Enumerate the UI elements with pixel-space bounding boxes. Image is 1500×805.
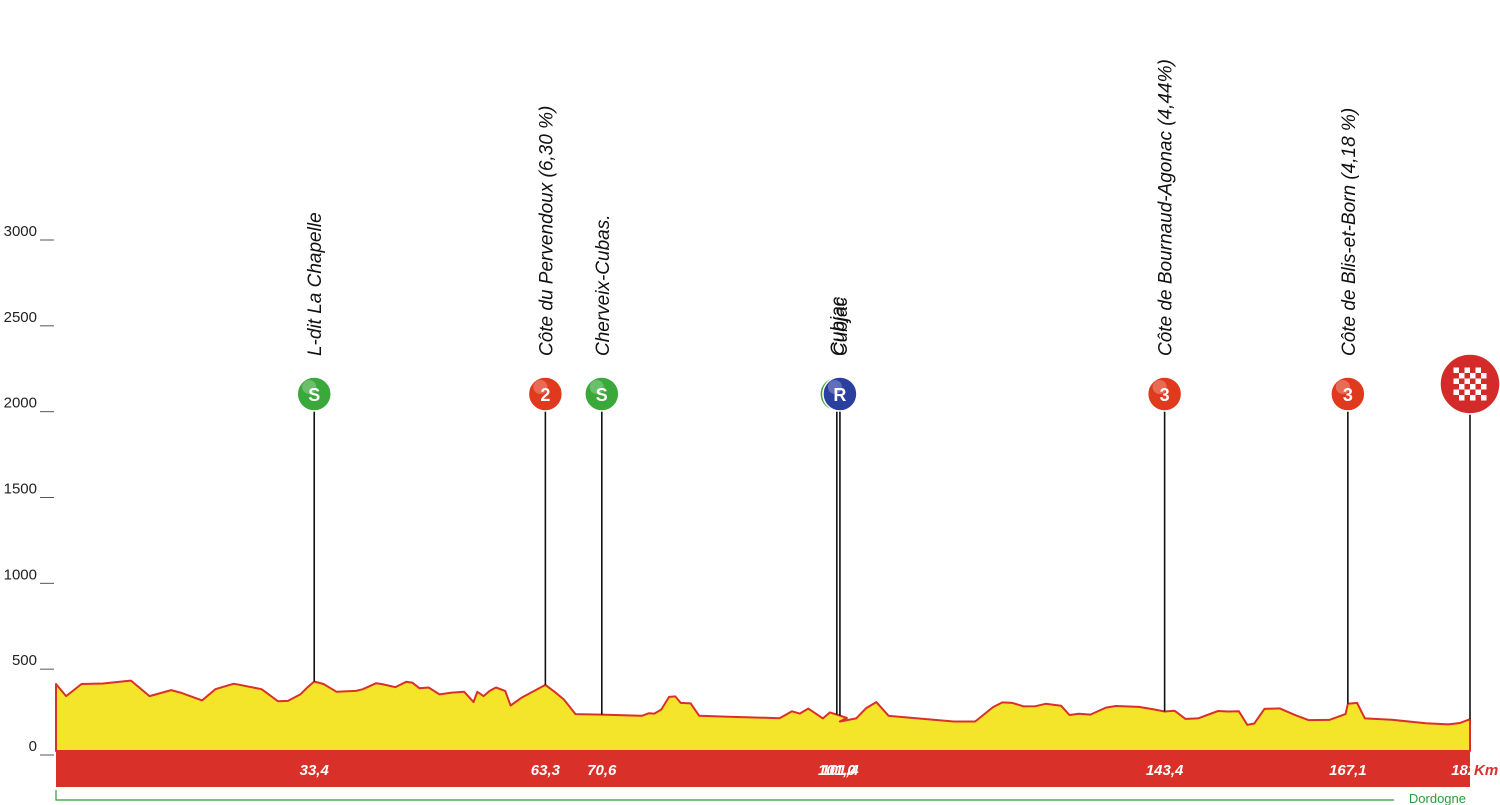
- place-labels: L-dit La Chapelle Côte du Pervendoux (6,3…: [305, 59, 1360, 356]
- marker-badge-label: 2: [540, 385, 550, 405]
- y-tick-label: 2500: [4, 309, 37, 326]
- marker-badge-label: S: [308, 385, 320, 405]
- elevation-area: [55, 679, 1471, 752]
- marker-badge: [1330, 376, 1366, 412]
- badge-highlight: [827, 380, 842, 394]
- marker-badge-label: R: [833, 385, 846, 405]
- marker-badge-label: S: [596, 385, 608, 405]
- checker-square: [1464, 378, 1470, 384]
- km-label: 33,4: [300, 762, 330, 779]
- y-tick-label: 500: [12, 652, 37, 669]
- km-label: 70,6: [587, 762, 617, 779]
- y-axis: 0 500 1000 1500 2000 2500 3000: [4, 223, 54, 756]
- marker-badge-label: 3: [1160, 385, 1170, 405]
- km-label: 182,9: [1451, 762, 1489, 779]
- region-bar: Dordogne: [55, 790, 1466, 805]
- checker-square: [1470, 395, 1476, 401]
- km-label: 101,4: [821, 762, 859, 779]
- km-label: 101,0: [818, 762, 856, 779]
- place-label: Côte de Bournaud-Agonac (4,44%): [1156, 59, 1177, 356]
- y-tick-label: 1500: [4, 481, 37, 498]
- y-tick-label: 1000: [4, 566, 37, 583]
- place-label: Cubjac: [828, 296, 849, 356]
- marker-badge-label: 3: [1343, 385, 1353, 405]
- checker-square: [1481, 384, 1487, 390]
- checker-square: [1459, 395, 1465, 401]
- marker-badge: [527, 376, 564, 412]
- checker-square: [1481, 395, 1487, 401]
- checker-square: [1470, 373, 1476, 379]
- place-label: Cubjac: [831, 296, 852, 356]
- checker-square: [1475, 378, 1481, 384]
- y-tick-label: 3000: [4, 223, 37, 240]
- finish-flag-icon: [1439, 353, 1500, 415]
- checker-square: [1459, 373, 1465, 379]
- badge-highlight: [302, 380, 317, 394]
- place-label: Côte de Blis-et-Born (4,18 %): [1339, 108, 1360, 356]
- checker-square: [1470, 384, 1476, 390]
- checker-square: [1475, 367, 1481, 373]
- checker-square: [1453, 367, 1459, 373]
- checker-square: [1481, 373, 1487, 379]
- km-label: 167,1: [1329, 762, 1367, 779]
- checker-square: [1464, 367, 1470, 373]
- badge-highlight: [1335, 380, 1350, 394]
- place-label: Cherveix-Cubas.: [593, 215, 614, 357]
- km-label: 63,3: [531, 762, 561, 779]
- checker-square: [1453, 389, 1459, 395]
- place-label: Côte du Pervendoux (6,30 %): [536, 106, 557, 356]
- y-tick-label: 2000: [4, 395, 37, 412]
- checker-square: [1475, 389, 1481, 395]
- km-unit-label: Km: [1474, 762, 1498, 779]
- badge-highlight: [589, 380, 604, 394]
- marker-stems: [313, 411, 1471, 720]
- marker-badge: [296, 376, 332, 412]
- y-tick-label: 0: [29, 738, 37, 755]
- marker-badges: S2SSR33: [296, 353, 1500, 415]
- distance-band: [56, 751, 1470, 787]
- marker-badge: [822, 376, 858, 412]
- marker-badge: [1146, 376, 1183, 412]
- checker-square: [1459, 384, 1465, 390]
- region-label: Dordogne: [1409, 791, 1466, 805]
- badge-highlight: [1152, 380, 1167, 394]
- badge-highlight: [533, 380, 548, 394]
- place-label: L-dit La Chapelle: [305, 212, 326, 356]
- marker-badge: [584, 376, 620, 412]
- region-line: [55, 790, 1394, 801]
- km-label: 143,4: [1146, 762, 1184, 779]
- checker-square: [1453, 378, 1459, 384]
- checker-square: [1464, 389, 1470, 395]
